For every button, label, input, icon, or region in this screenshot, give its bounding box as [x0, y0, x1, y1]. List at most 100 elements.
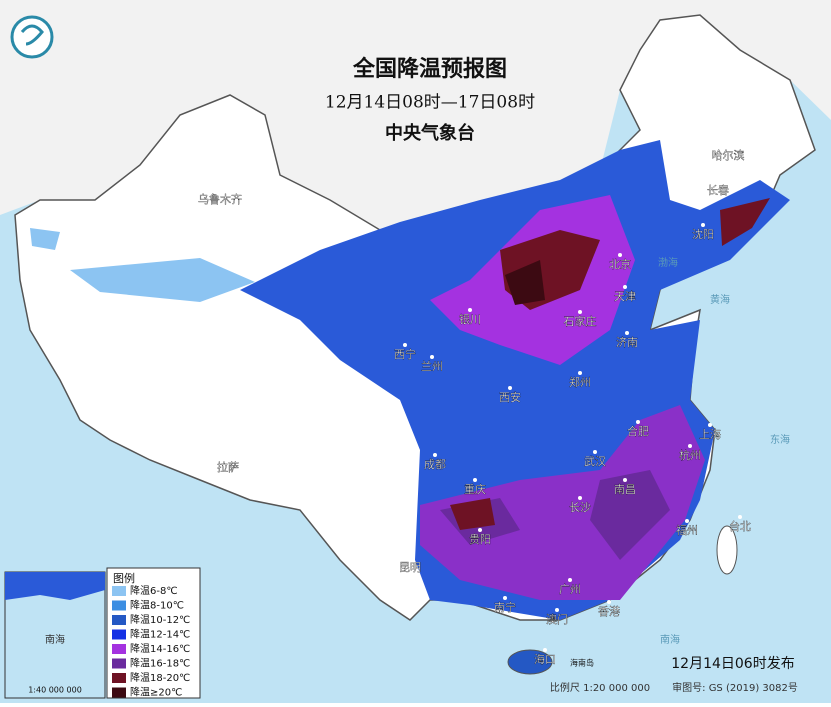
city-label: 西宁	[394, 347, 416, 361]
city-dot	[433, 453, 437, 457]
city-label: 天津	[614, 290, 636, 303]
title: 全国降温预报图	[352, 56, 507, 82]
city-dot	[701, 223, 705, 227]
city-dot	[623, 478, 627, 482]
city-label: 拉萨	[217, 460, 239, 474]
city-label: 广州	[559, 583, 581, 596]
cooling-area	[420, 405, 705, 600]
legend-label: 降温14-16℃	[130, 642, 190, 655]
city-label: 海口	[534, 652, 556, 666]
city-dot	[430, 355, 434, 359]
sea-label: 渤海	[658, 256, 678, 269]
city-dot	[408, 556, 412, 560]
city-label: 上海	[699, 427, 721, 441]
city-label: 石家庄	[564, 314, 597, 328]
city-dot	[568, 578, 572, 582]
cooling-area	[440, 470, 670, 560]
city-dot	[685, 519, 689, 523]
city-label: 乌鲁木齐	[198, 192, 242, 206]
legend-swatch	[112, 644, 126, 654]
city-label: 昆明	[399, 561, 421, 574]
city-dot	[555, 608, 559, 612]
city-dot	[503, 596, 507, 600]
legend-label: 降温16-18℃	[130, 657, 190, 670]
city-label: 合肥	[627, 424, 649, 438]
city-dot	[543, 648, 547, 652]
city-dot	[478, 528, 482, 532]
legend-swatch	[112, 600, 126, 611]
legend-swatch	[112, 629, 126, 640]
logo	[10, 15, 54, 59]
city-label: 郑州	[569, 375, 591, 389]
city-label: 武汉	[584, 455, 606, 468]
legend-label: 降温6-8℃	[130, 584, 178, 597]
city-label: 北京	[609, 257, 631, 271]
city-label: 银川	[459, 312, 481, 326]
issued: 12月14日06时发布	[671, 656, 794, 672]
city-label: 西安	[499, 390, 521, 404]
city-label: 台北	[729, 519, 751, 533]
sea-label: 南海	[660, 633, 680, 646]
cooling-area	[505, 260, 545, 305]
city-dot	[716, 179, 720, 183]
scale: 比例尺 1:20 000 000	[550, 681, 650, 694]
agency: 中央气象台	[385, 122, 475, 144]
city-label: 福州	[676, 523, 698, 537]
legend-swatch	[112, 658, 126, 669]
city-dot	[403, 343, 407, 347]
logo-mark	[20, 24, 44, 46]
city-dot	[218, 188, 222, 192]
sea-label: 黄海	[710, 293, 730, 306]
legend-label: 降温10-12℃	[130, 613, 190, 626]
city-dot	[468, 308, 472, 312]
city-dot	[578, 496, 582, 500]
city-dot	[508, 386, 512, 390]
city-label: 南宁	[494, 600, 516, 614]
city-label: 长春	[707, 184, 729, 197]
inset-sea: 南海	[45, 633, 65, 646]
legend-label: 降温≥20℃	[130, 686, 182, 699]
legend-label: 降温8-10℃	[130, 599, 184, 612]
legend-swatch	[112, 673, 126, 683]
city-label: 沈阳	[692, 227, 714, 241]
city-label: 香港	[598, 605, 620, 618]
city-label: 长沙	[569, 501, 591, 514]
island-label: 海南岛	[570, 658, 594, 668]
city-dot	[578, 310, 582, 314]
city-label: 济南	[616, 335, 638, 349]
city-dot	[607, 600, 611, 604]
period: 12月14日08时—17日08时	[325, 93, 535, 113]
sea-label: 东海	[770, 433, 790, 446]
city-dot	[738, 515, 742, 519]
city-dot	[625, 331, 629, 335]
approval: 审图号: GS (2019) 3082号	[672, 681, 798, 694]
city-label: 哈尔滨	[712, 148, 745, 162]
city-dot	[726, 144, 730, 148]
city-dot	[708, 423, 712, 427]
legend-label: 降温12-14℃	[130, 628, 190, 641]
inset-scale: 1:40 000 000	[28, 686, 82, 695]
taiwan	[716, 525, 738, 575]
legend-title: 图例	[113, 571, 135, 585]
inset-land	[5, 572, 105, 600]
city-label: 成都	[424, 458, 446, 471]
city-label: 南昌	[614, 483, 636, 496]
city-label: 重庆	[464, 482, 486, 496]
city-label: 杭州	[679, 448, 701, 462]
city-dot	[636, 420, 640, 424]
city-label: 澳门	[546, 612, 568, 626]
neighbor-land	[0, 0, 831, 230]
city-label: 兰州	[421, 360, 443, 373]
city-label: 贵阳	[469, 533, 491, 546]
city-dot	[473, 478, 477, 482]
city-dot	[618, 253, 622, 257]
city-dot	[623, 285, 627, 289]
city-dot	[578, 371, 582, 375]
hainan	[507, 649, 553, 675]
legend-label: 降温18-20℃	[130, 671, 190, 684]
city-dot	[593, 450, 597, 454]
legend-swatch	[112, 687, 126, 698]
city-dot	[688, 444, 692, 448]
legend-swatch	[112, 586, 126, 596]
